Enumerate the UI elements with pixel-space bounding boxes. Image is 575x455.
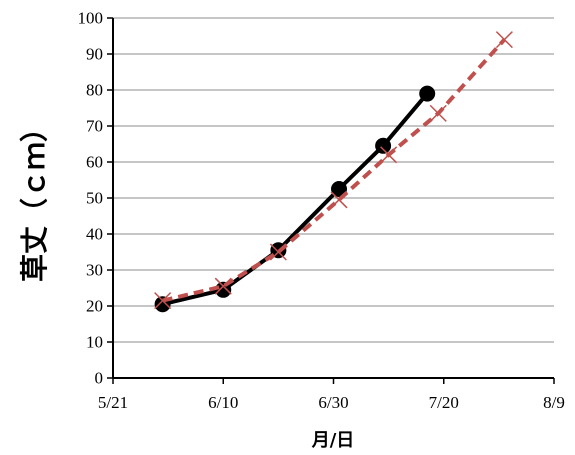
gridlines [113, 17, 554, 343]
series-2-point-6-stroke-b [429, 104, 447, 122]
series-1-point-6 [419, 85, 436, 102]
series-2-point-4-stroke-b [330, 191, 348, 209]
x-tick-label-6-10: 6/10 [208, 393, 238, 412]
x-tick-label-5-21: 5/21 [98, 393, 128, 412]
series-2-point-4 [330, 191, 348, 209]
y-tick-label-40: 40 [86, 225, 103, 244]
y-tick-label-20: 20 [86, 297, 103, 316]
series-2-point-3 [269, 243, 287, 261]
series-2-point-5-stroke-b [380, 146, 398, 164]
x-tick-label-6-30: 6/30 [318, 393, 348, 412]
y-tick-labels: 0 10 20 30 40 50 60 70 80 90 100 [78, 9, 104, 388]
series-2-point-5 [380, 146, 398, 164]
y-tick-label-10: 10 [86, 333, 103, 352]
axes [107, 17, 555, 384]
x-tick-labels: 5/21 6/10 6/30 7/20 8/9 [98, 393, 565, 412]
series-2-point-1-stroke-b [154, 292, 172, 310]
x-axis-title: 月/日 [311, 430, 355, 451]
y-axis-title: 草丈（ｃｍ） [18, 114, 51, 282]
y-tick-label-90: 90 [86, 45, 103, 64]
series-2-point-2 [214, 277, 232, 295]
y-tick-label-100: 100 [78, 9, 104, 28]
series-2-line [162, 38, 506, 303]
x-tick-label-8-9: 8/9 [543, 393, 565, 412]
y-tick-label-70: 70 [86, 117, 103, 136]
series-2-point-7 [495, 31, 513, 49]
series-layer [154, 31, 513, 313]
y-tick-label-30: 30 [86, 261, 103, 280]
series-2-point-6 [429, 104, 447, 122]
y-tick-label-60: 60 [86, 153, 103, 172]
series-2-point-3-stroke-b [269, 243, 287, 261]
y-tick-label-50: 50 [86, 189, 103, 208]
x-tick-label-7-20: 7/20 [429, 393, 459, 412]
y-tick-label-0: 0 [95, 369, 104, 388]
series-2-point-2-stroke-b [214, 277, 232, 295]
series-2-point-7-stroke-b [495, 31, 513, 49]
series-2-point-1 [154, 292, 172, 310]
series-1-point-4 [331, 181, 348, 197]
series-1-point-5 [375, 137, 392, 154]
y-tick-label-80: 80 [86, 81, 103, 100]
series-1-line [162, 92, 429, 307]
